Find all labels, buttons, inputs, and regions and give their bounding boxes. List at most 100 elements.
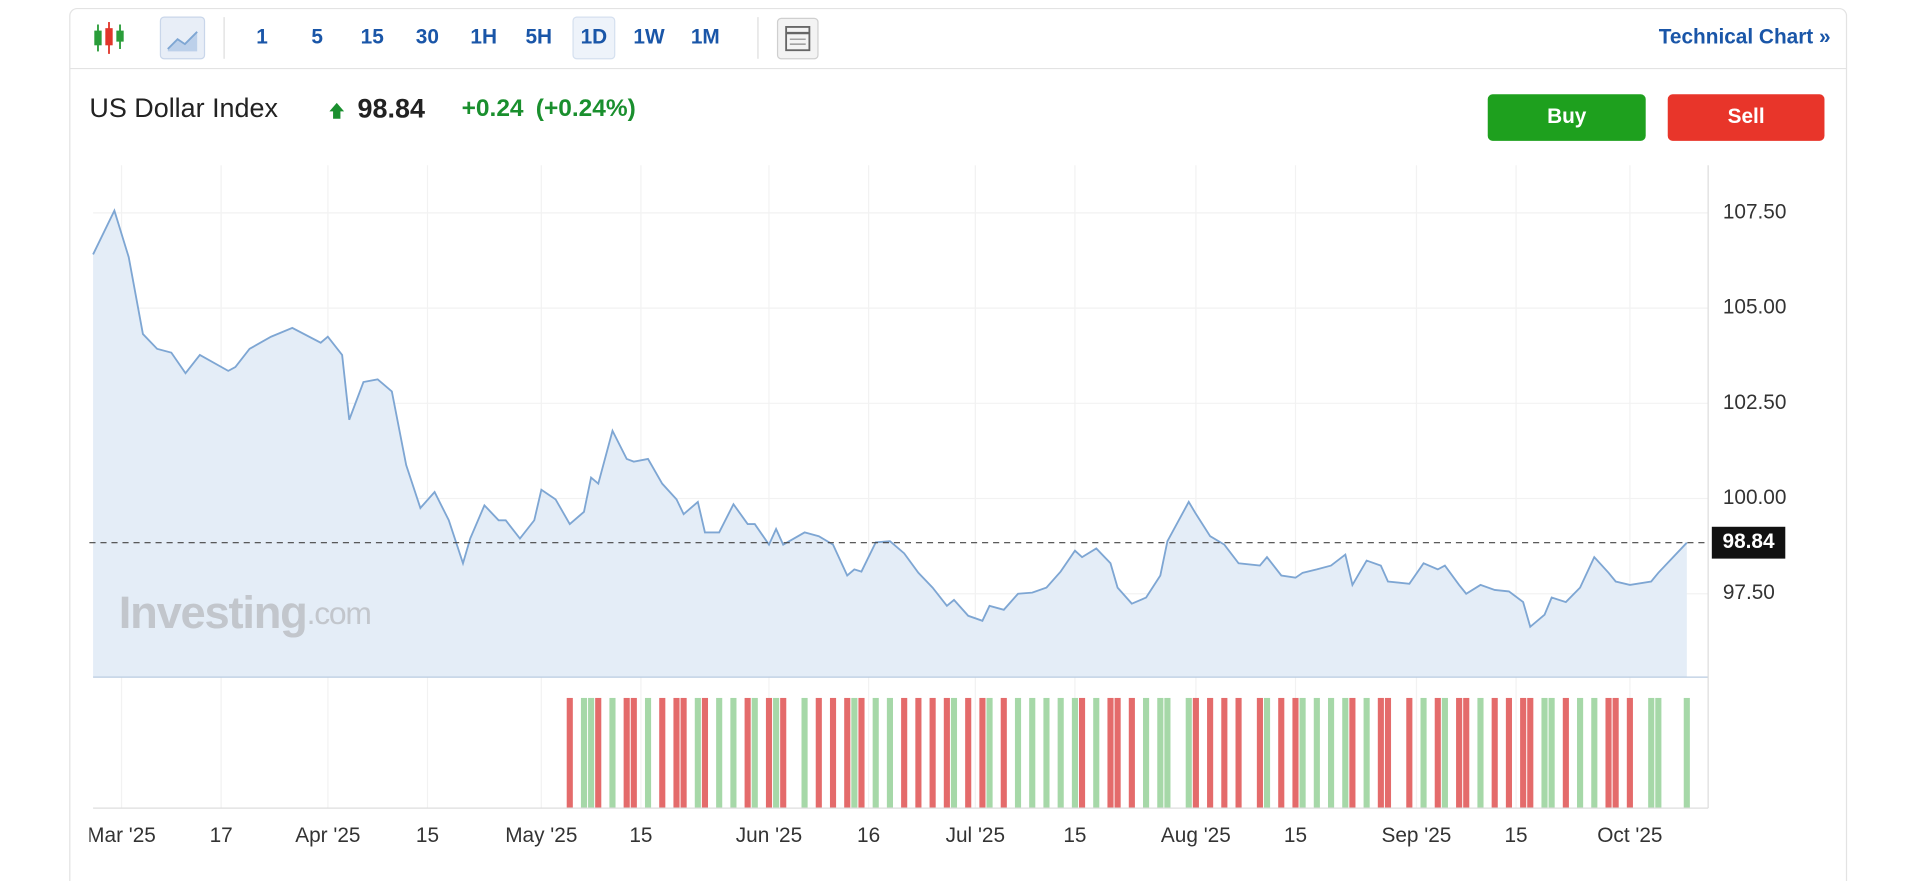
direction-bar [844,697,851,809]
price: 98.84 [358,93,425,123]
direction-bar [644,697,652,809]
direction-bar [588,697,595,809]
direction-bar [1548,697,1555,809]
direction-bar [694,697,701,809]
last-price-label: 98.84 [1723,530,1775,553]
buy-button[interactable]: Buy [1487,94,1646,141]
direction-bar [815,697,822,809]
direction-bar [659,697,666,809]
x-tick-label: 15 [416,824,439,847]
direction-bar [1626,697,1633,809]
direction-bar [929,697,936,809]
direction-bar [1562,697,1569,809]
direction-bar [1043,697,1050,809]
direction-bar [1029,697,1036,809]
direction-bar [1185,697,1192,809]
y-tick-label: 105.00 [1723,296,1787,319]
direction-bar [1612,697,1619,809]
x-tick-label: Apr '25 [295,824,360,847]
interval-button[interactable]: 1D [581,25,608,48]
direction-bar [1363,697,1370,809]
direction-bar [730,697,737,809]
x-tick-label: Aug '25 [1161,824,1231,847]
direction-bar [1527,697,1534,809]
watermark-suffix: .com [307,595,371,631]
watermark: Investing.com [119,587,371,638]
direction-bar [1164,697,1171,809]
direction-bar [1655,697,1662,809]
direction-bar [673,697,680,809]
interval-button[interactable]: 30 [416,25,439,48]
last-price-box [1711,526,1786,559]
interval-button[interactable]: 1H [470,25,497,48]
x-tick-label: 16 [857,824,880,847]
area-icon[interactable] [159,16,206,60]
direction-bar [1648,697,1655,809]
direction-bar [986,697,993,809]
direction-bar [1377,697,1384,809]
interval-button[interactable]: 15 [361,25,384,48]
direction-bar [1477,697,1484,809]
direction-bar [1384,697,1392,809]
direction-bar [1292,697,1299,809]
y-tick-label: 100.00 [1723,486,1787,509]
technical-chart-link[interactable]: Technical Chart » [1659,25,1831,48]
direction-bar [965,697,972,809]
direction-bar [1406,697,1413,809]
sell-button[interactable]: Sell [1667,94,1825,141]
table-icon[interactable] [776,17,819,60]
y-tick-label: 97.50 [1723,581,1775,604]
up-arrow [329,102,345,119]
price-line [92,208,1688,629]
direction-bar [595,697,602,809]
direction-bar [1235,697,1242,809]
direction-bar [1605,697,1612,809]
direction-bar [1441,697,1448,809]
interval-button[interactable]: 1M [691,25,720,48]
change-value: +0.24 [462,96,524,123]
direction-bar [858,697,865,809]
direction-bar [943,697,950,809]
direction-bar [829,697,837,809]
direction-bar [1256,697,1263,809]
x-tick-label: Oct '25 [1597,824,1662,847]
direction-bar [1456,697,1463,809]
interval-button[interactable]: 5 [311,25,323,48]
y-tick-label: 102.50 [1723,391,1787,414]
direction-bar [1057,697,1064,809]
direction-bar [872,697,879,809]
x-tick-label: 15 [629,824,652,847]
instrument-name: US Dollar Index [89,93,278,123]
direction-bar [851,697,858,809]
change: +0.24 (+0.24%) [462,96,636,123]
interval-button[interactable]: 5H [525,25,552,48]
y-tick-label: 107.50 [1723,200,1787,223]
direction-bar [979,697,986,809]
direction-bar [1192,697,1199,809]
direction-bar [780,697,787,809]
x-tick-label: May '25 [505,824,577,847]
change-percent: (+0.24%) [536,96,636,123]
direction-bar [580,697,588,809]
direction-bar [1327,697,1335,809]
direction-bar [1463,697,1470,809]
buy-label[interactable]: Buy [1547,105,1587,128]
plot: Mar '25 17 Apr '25 15 May '25 15 Jun '25 16 Jul … [87,165,1787,847]
interval-button[interactable]: 1W [633,25,665,48]
direction-bar [1577,697,1584,809]
direction-bar [1505,697,1512,809]
direction-bar [1128,697,1135,809]
x-tick-label: 15 [1284,824,1307,847]
interval-button[interactable]: 1 [256,25,268,48]
sell-label[interactable]: Sell [1728,105,1765,128]
direction-bar [1683,697,1690,809]
direction-bar [630,697,637,809]
direction-bar [1143,697,1150,809]
direction-bar [1157,697,1164,809]
direction-bar [716,697,723,809]
direction-bar [1491,697,1498,809]
x-tick-label: Mar '25 [87,824,156,847]
direction-bar [801,697,808,809]
candle-icon[interactable] [94,22,124,54]
